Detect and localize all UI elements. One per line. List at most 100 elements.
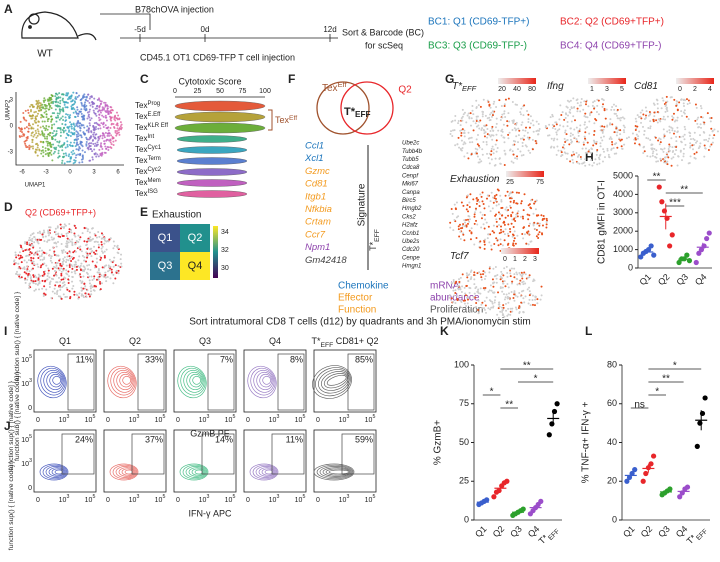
feature-dot — [473, 271, 475, 273]
umap-dot — [32, 123, 34, 125]
umap-dot — [43, 229, 45, 231]
feature-dot — [458, 225, 460, 227]
state-label: TexISG — [135, 189, 158, 199]
feature-dot — [473, 278, 475, 280]
umap-dot — [43, 231, 45, 233]
violin — [177, 180, 247, 187]
umap-dot — [63, 260, 65, 262]
feature-dot — [473, 244, 475, 246]
umap-dot — [70, 135, 72, 137]
feature-dot — [514, 230, 516, 232]
feature-dot — [674, 153, 676, 155]
umap-dot — [73, 112, 75, 114]
feature-dot — [578, 163, 580, 165]
feature-dot — [512, 150, 514, 152]
feature-dot — [684, 144, 686, 146]
data-point — [695, 444, 700, 449]
feature-dot — [663, 128, 665, 130]
umap-dot — [96, 141, 98, 143]
x-tick-label: 103 — [59, 494, 70, 503]
x-tick-label-part: 10 — [155, 497, 163, 504]
feature-dot — [518, 305, 520, 307]
x-tick-label-part: 3 — [276, 414, 279, 420]
feature-dot — [536, 229, 538, 231]
feature-dot — [564, 131, 566, 133]
umap-dot — [53, 237, 55, 239]
y-tick-label-part: 0 — [28, 405, 32, 412]
x-tick-label-part: Q4 — [693, 272, 709, 288]
umap-dot — [70, 264, 72, 266]
umap-dot — [66, 289, 68, 291]
umap-dot — [44, 121, 46, 123]
feature-dot — [467, 210, 469, 212]
umap-dot — [95, 115, 97, 117]
feature-dot — [532, 213, 534, 215]
feature-dot — [647, 127, 649, 129]
umap-dot — [85, 99, 87, 101]
feature-dot — [604, 156, 606, 158]
umap-dot — [35, 116, 37, 118]
feature-dot — [652, 155, 654, 157]
feature-dot — [580, 156, 582, 158]
x-tick-label-part: 0 — [106, 417, 110, 424]
feature-dot — [492, 286, 494, 288]
feature-dot — [481, 279, 483, 281]
feature-dot — [611, 106, 613, 108]
feature-dot — [684, 126, 686, 128]
umap-dot — [108, 112, 110, 114]
feature-dot — [501, 135, 503, 137]
umap-dot — [50, 297, 52, 299]
colorbar-label: 75 — [536, 179, 544, 186]
feature-dot — [516, 283, 518, 285]
feature-dot — [548, 124, 550, 126]
feature-dot — [481, 127, 483, 129]
umap-dot — [62, 99, 64, 101]
x-tick-label-part: 3 — [346, 494, 349, 500]
feature-dot — [501, 215, 503, 217]
feature-dot — [474, 287, 476, 289]
umap-dot — [56, 104, 58, 106]
feature-dot — [522, 142, 524, 144]
feature-dot — [514, 140, 516, 142]
feature-dot — [495, 214, 497, 216]
umap-dot — [84, 101, 86, 103]
umap-dot — [92, 227, 94, 229]
feature-dot — [573, 106, 575, 108]
umap-dot — [95, 126, 97, 128]
feature-dot — [473, 129, 475, 131]
umap-dot — [37, 128, 39, 130]
x-tick-label-part: 3 — [346, 414, 349, 420]
data-point — [538, 499, 543, 504]
umap-dot — [24, 260, 26, 262]
feature-dot — [616, 134, 618, 136]
feature-dot — [454, 302, 456, 304]
feature-dot — [515, 124, 517, 126]
feature-dot — [524, 282, 526, 284]
feature-dot — [586, 126, 588, 128]
feature-dot — [504, 233, 506, 235]
x-tick-label: Q4 — [693, 272, 709, 288]
feature-dot — [523, 271, 525, 273]
feature-dot — [481, 196, 483, 198]
feature-dot — [507, 137, 509, 139]
umap-dot — [61, 226, 63, 228]
y-axis-label-part: function sup() { [native code] } — [8, 460, 15, 550]
umap-dot — [35, 100, 37, 102]
feature-dot — [475, 107, 477, 109]
feature-dot — [689, 142, 691, 144]
feature-dot — [507, 298, 509, 300]
umap-dot — [95, 138, 97, 140]
feature-dot — [469, 206, 471, 208]
feature-dot — [563, 119, 565, 121]
umap-dot — [37, 232, 39, 234]
feature-dot — [508, 292, 510, 294]
feature-dot — [488, 134, 490, 136]
feature-dot — [538, 123, 540, 125]
umap-dot — [102, 137, 104, 139]
umap-dot — [39, 231, 41, 233]
umap-dot — [75, 92, 77, 94]
umap-dot — [99, 127, 101, 129]
feature-dot — [690, 138, 692, 140]
feature-dot — [462, 205, 464, 207]
umap-dot — [56, 94, 58, 96]
